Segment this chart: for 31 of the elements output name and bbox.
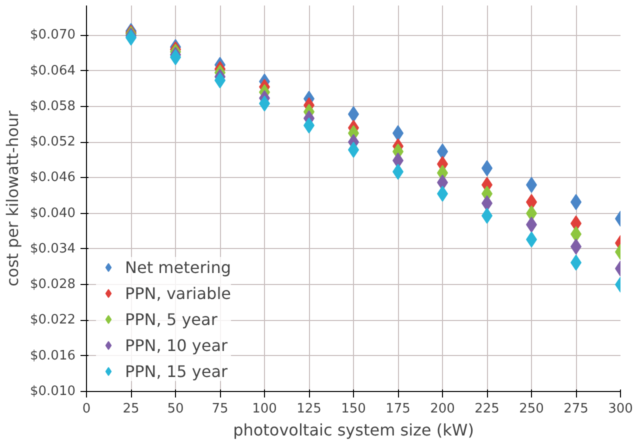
legend-label: Net metering: [125, 258, 232, 276]
legend-label: PPN, 15 year: [125, 362, 228, 380]
x-tick-label: 200: [430, 402, 455, 416]
x-tick-label: 75: [212, 402, 228, 416]
legend-label: PPN, variable: [125, 284, 231, 302]
x-tick-label: 300: [608, 402, 633, 416]
x-tick-label: 225: [474, 402, 500, 416]
x-tick-label: 175: [386, 402, 410, 416]
y-tick-label: $0.058: [30, 98, 76, 114]
y-tick-label: $0.040: [30, 206, 76, 221]
legend-label: PPN, 10 year: [125, 336, 228, 354]
x-tick-label: 275: [564, 402, 588, 416]
x-tick-label: 100: [252, 402, 277, 416]
y-tick-label: $0.028: [30, 277, 76, 292]
y-tick-label: $0.022: [30, 312, 76, 328]
legend-label: PPN, 5 year: [125, 310, 218, 328]
y-tick-label: $0.034: [30, 241, 76, 256]
y-axis-title: cost per kilowatt-hour: [3, 110, 22, 286]
x-tick-label: 25: [122, 402, 140, 416]
y-tick-label: $0.046: [30, 170, 76, 186]
x-tick-label: 150: [341, 402, 366, 416]
x-axis-title: photovoltaic system size (kW): [233, 420, 474, 440]
y-tick-label: $0.016: [30, 348, 76, 364]
y-tick-label: $0.010: [30, 384, 76, 399]
y-tick-label: $0.064: [30, 63, 76, 78]
y-tick-label: $0.070: [30, 28, 76, 43]
x-tick-label: 0: [82, 402, 91, 416]
x-tick-label: 50: [167, 402, 184, 416]
x-tick-label: 250: [519, 402, 544, 416]
y-tick-label: $0.052: [30, 134, 76, 150]
x-tick-label: 125: [296, 402, 322, 416]
